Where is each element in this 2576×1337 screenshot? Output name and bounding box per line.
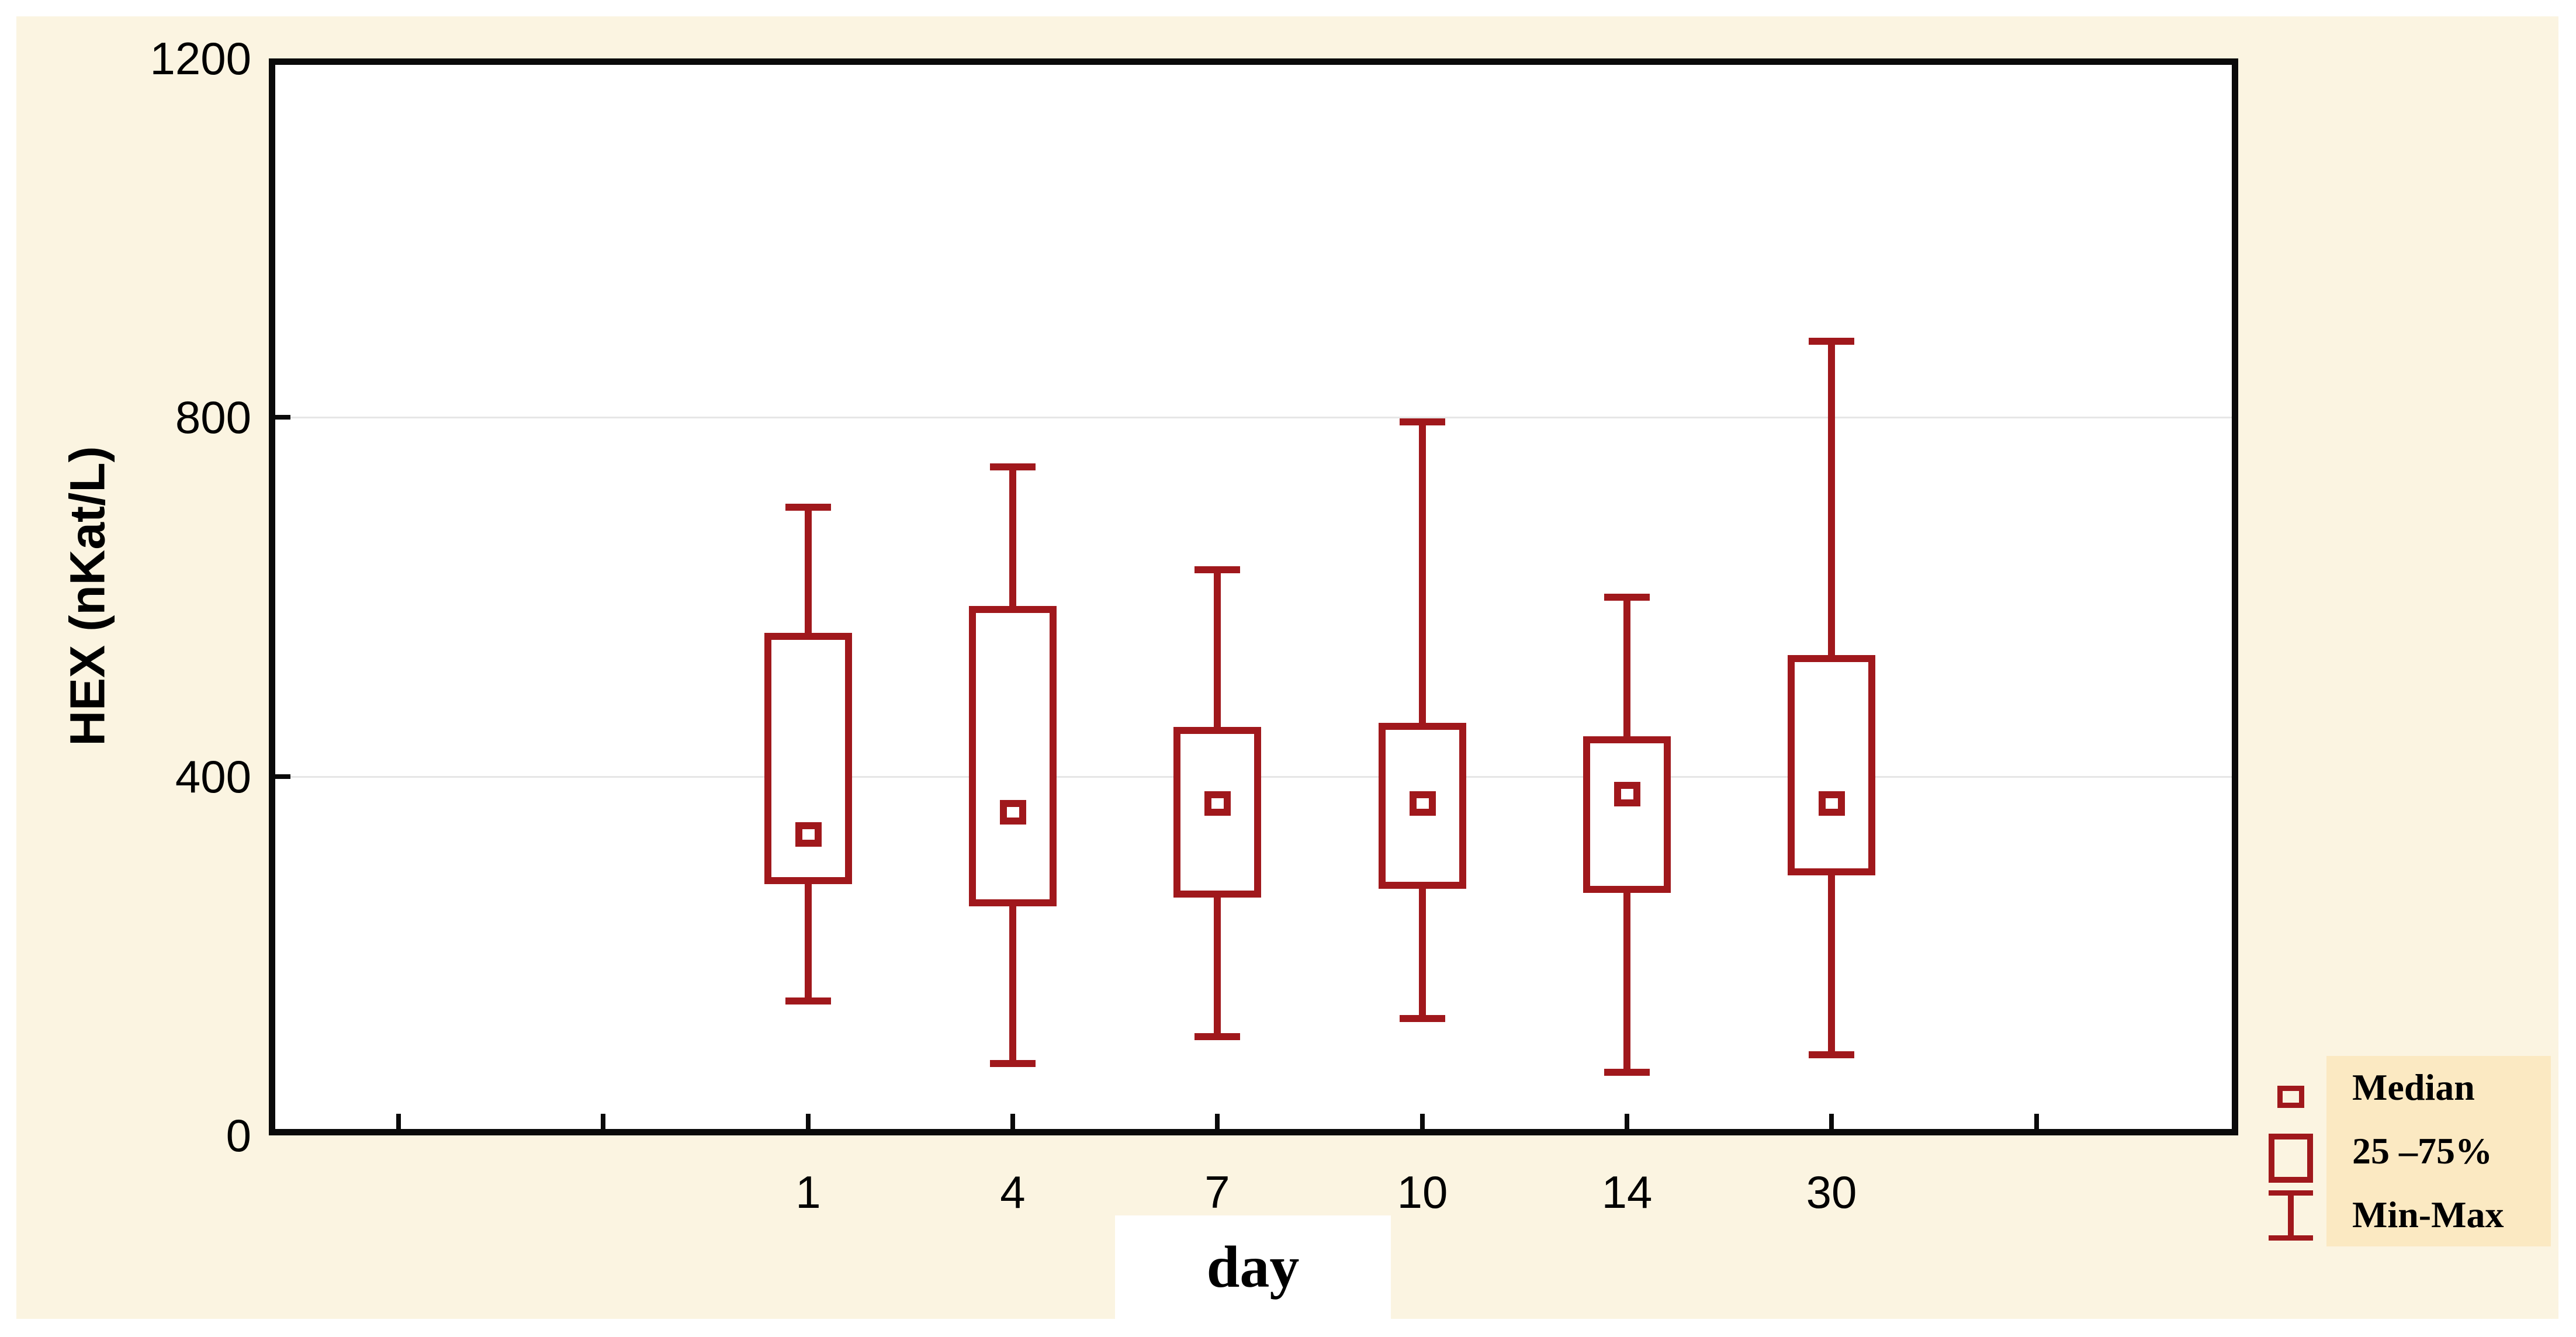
median-marker-day-14	[1614, 782, 1640, 807]
whisker-stem-glyph	[2288, 1190, 2294, 1241]
x-tick-3	[1010, 1114, 1015, 1129]
x-tick-label-14: 14	[1601, 1166, 1653, 1218]
whisker-min-cap	[1604, 1069, 1650, 1076]
whisker-upper	[1419, 422, 1426, 723]
x-tick-label-4: 4	[1000, 1166, 1026, 1218]
whisker-lower	[1623, 893, 1630, 1073]
x-tick-2	[806, 1114, 811, 1129]
x-tick-1	[601, 1114, 605, 1129]
whisker-max-cap	[990, 463, 1036, 470]
y-axis-title: HEX (nKat/L)	[60, 446, 115, 746]
whisker-min-cap	[1809, 1051, 1854, 1058]
plot-area	[269, 58, 2238, 1135]
iqr-box-icon	[2269, 1134, 2313, 1183]
min-max-whisker-icon	[2269, 1190, 2313, 1241]
iqr-box-day-14	[1583, 736, 1671, 893]
x-axis-title: day	[1206, 1234, 1300, 1300]
legend-item-minmax: Min-Max	[2352, 1193, 2504, 1235]
y-axis-title-wrapper: HEX (nKat/L)	[0, 446, 175, 746]
whisker-upper	[1214, 570, 1221, 728]
legend-item-iqr: 25 –75%	[2352, 1130, 2492, 1172]
x-tick-0	[396, 1114, 401, 1129]
whisker-lower	[1214, 898, 1221, 1037]
y-tick-label-1200: 1200	[150, 33, 251, 84]
iqr-box-day-30	[1788, 655, 1875, 875]
whisker-lower	[805, 884, 812, 1001]
whisker-upper	[1828, 341, 1835, 656]
y-tick-label-800: 800	[175, 392, 251, 444]
whisker-max-cap	[1809, 337, 1854, 345]
whisker-upper	[1623, 597, 1630, 736]
whisker-max-cap	[1400, 418, 1445, 425]
median-marker-day-10	[1410, 791, 1436, 816]
x-tick-label-7: 7	[1204, 1166, 1230, 1218]
x-tick-label-10: 10	[1397, 1166, 1448, 1218]
y-tick-label-400: 400	[175, 750, 251, 802]
x-tick-4	[1215, 1114, 1220, 1129]
gridline-800	[275, 417, 2232, 419]
whisker-bottom-cap-glyph	[2269, 1235, 2313, 1241]
median-marker-day-4	[1000, 800, 1026, 825]
iqr-box-day-4	[969, 605, 1057, 907]
x-tick-label-30: 30	[1806, 1166, 1857, 1218]
x-tick-8	[2034, 1114, 2039, 1129]
whisker-min-cap	[785, 997, 831, 1005]
x-axis-title-box: day	[1115, 1215, 1391, 1319]
y-tick-400	[275, 774, 290, 779]
whisker-lower	[1828, 875, 1835, 1055]
x-tick-6	[1625, 1114, 1629, 1129]
whisker-max-cap	[1194, 566, 1240, 574]
legend: Median 25 –75% Min-Max	[2326, 1056, 2551, 1246]
whisker-upper	[1009, 466, 1016, 606]
whisker-min-cap	[990, 1060, 1036, 1068]
whisker-max-cap	[785, 503, 831, 511]
y-tick-800	[275, 415, 290, 420]
whisker-min-cap	[1194, 1033, 1240, 1041]
median-marker-day-30	[1819, 791, 1845, 816]
median-marker-day-1	[795, 822, 822, 847]
whisker-lower	[1419, 888, 1426, 1019]
whisker-upper	[805, 507, 812, 633]
x-tick-5	[1420, 1114, 1425, 1129]
x-tick-7	[1829, 1114, 1834, 1129]
median-marker-day-7	[1204, 791, 1231, 816]
whisker-min-cap	[1400, 1015, 1445, 1023]
whisker-lower	[1009, 906, 1016, 1064]
y-tick-label-0: 0	[226, 1110, 251, 1161]
median-marker-icon	[2277, 1086, 2304, 1108]
whisker-max-cap	[1604, 593, 1650, 601]
x-tick-label-1: 1	[795, 1166, 821, 1218]
legend-item-median: Median	[2352, 1066, 2475, 1109]
